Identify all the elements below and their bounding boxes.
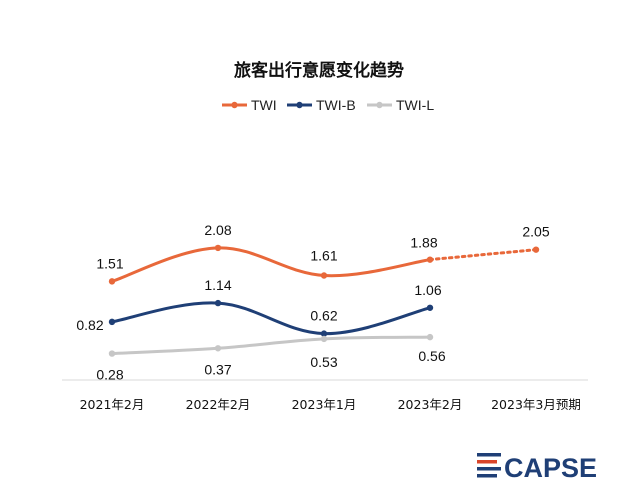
point-twi-b-2 xyxy=(320,330,328,337)
line-twi-forecast xyxy=(428,248,538,262)
capse-logo-text: CAPSE xyxy=(504,453,597,483)
legend-marker-twi-b xyxy=(296,101,303,109)
series-twi-b xyxy=(108,299,434,337)
x-tick-label-4: 2023年3月预期 xyxy=(491,397,581,412)
legend-marker-twi xyxy=(231,101,238,109)
line-twi xyxy=(110,246,432,283)
data-label-twi-l-3: 0.56 xyxy=(418,348,445,364)
x-tick-labels: 2021年2月 2022年2月 2023年1月 2023年2月 2023年3月预期 xyxy=(80,397,581,412)
data-label-twi-b-3: 1.06 xyxy=(414,282,441,298)
series-twi xyxy=(108,244,540,285)
data-label-twi-l-0: 0.28 xyxy=(96,367,123,383)
series-layer xyxy=(108,244,540,357)
point-twi-0 xyxy=(108,278,116,285)
data-label-twi-2: 1.61 xyxy=(310,247,337,263)
capse-logo-icon xyxy=(477,453,501,478)
point-twi-l-2 xyxy=(320,335,328,343)
series-twi-l xyxy=(108,333,434,357)
point-twi-4 xyxy=(532,246,540,253)
legend-item-twi: TWI xyxy=(222,97,277,113)
data-label-twi-b-0: 0.82 xyxy=(76,317,103,333)
line-twi-b xyxy=(110,301,432,336)
x-tick-label-3: 2023年2月 xyxy=(398,397,463,412)
point-twi-b-3 xyxy=(426,304,434,311)
data-label-twi-4: 2.05 xyxy=(522,224,549,240)
data-label-twi-1: 2.08 xyxy=(204,222,231,238)
x-tick-label-2: 2023年1月 xyxy=(292,397,357,412)
data-label-twi-b-1: 1.14 xyxy=(204,277,231,293)
capse-logo: CAPSE xyxy=(477,453,597,483)
legend: TWI TWI-B TWI-L xyxy=(222,97,434,113)
x-tick-label-1: 2022年2月 xyxy=(186,397,251,412)
chart-title: 旅客出行意愿变化趋势 xyxy=(234,60,404,81)
point-twi-b-1 xyxy=(214,299,222,307)
data-label-twi-l-1: 0.37 xyxy=(204,361,231,377)
line-twi-l xyxy=(110,335,432,356)
legend-marker-twi-l xyxy=(376,101,383,109)
data-label-twi-0: 1.51 xyxy=(96,255,123,271)
legend-label-twi: TWI xyxy=(251,97,277,113)
point-twi-l-0 xyxy=(108,350,116,357)
data-labels: 1.51 2.08 1.61 1.88 2.05 0.82 1.14 0.62 1.06 0.28… xyxy=(76,222,549,383)
point-twi-1 xyxy=(214,244,222,252)
legend-item-twi-b: TWI-B xyxy=(287,97,356,113)
point-twi-l-1 xyxy=(214,345,222,352)
point-twi-l-3 xyxy=(426,333,434,341)
data-label-twi-3: 1.88 xyxy=(410,235,437,251)
legend-item-twi-l: TWI-L xyxy=(367,97,434,113)
point-twi-3 xyxy=(426,256,434,263)
point-twi-2 xyxy=(320,272,328,279)
point-twi-b-0 xyxy=(108,318,116,326)
legend-label-twi-b: TWI-B xyxy=(316,97,356,113)
data-label-twi-b-2: 0.62 xyxy=(310,308,337,324)
legend-label-twi-l: TWI-L xyxy=(396,97,434,113)
data-label-twi-l-2: 0.53 xyxy=(310,354,337,370)
x-tick-label-0: 2021年2月 xyxy=(80,397,145,412)
